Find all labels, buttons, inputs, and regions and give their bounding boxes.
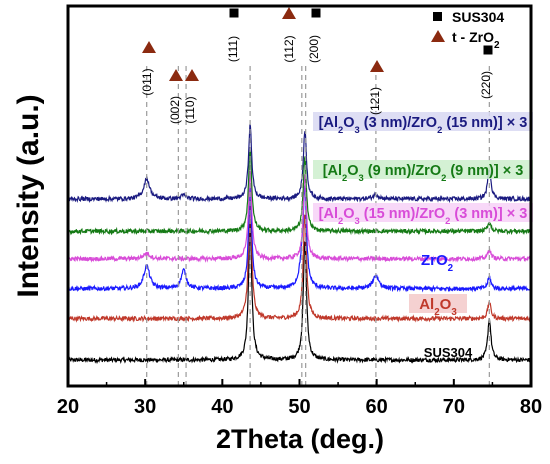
x-tick-label-6: 80 <box>520 396 542 418</box>
series-layer <box>67 123 532 365</box>
peak-label-2: (110) <box>183 96 197 123</box>
legend-marker-tzro2 <box>431 30 445 42</box>
x-tick-label-0: 20 <box>57 396 79 418</box>
series-label-0: SUS304 <box>424 345 473 360</box>
series-line-5 <box>67 123 532 204</box>
peak-label-1: (002) <box>168 96 182 124</box>
peak-label-4: (112) <box>282 35 296 62</box>
peak-marker-triangle-2 <box>185 69 199 81</box>
legend-label-sus304: SUS304 <box>452 9 504 25</box>
series-line-3 <box>67 170 532 263</box>
legend-marker-sus304 <box>433 12 442 21</box>
peak-marker-square-5 <box>311 8 321 18</box>
x-tick-label-1: 30 <box>134 396 156 418</box>
peak-marker-triangle-6 <box>370 60 384 72</box>
series-label-highlight-5 <box>313 112 533 131</box>
x-tick-label-3: 50 <box>288 396 310 418</box>
peak-annotations: (011) (002) (110) (111) (112) (200) (121) (220) <box>140 7 493 124</box>
x-tick-label-5: 70 <box>443 396 465 418</box>
series-label-3: [Al2O3 (15 nm)/ZrO2 (3 nm)] × 3 <box>319 206 528 226</box>
series-label-5: [Al2O3 (3 nm)/ZrO2 (15 nm)] × 3 <box>319 115 528 135</box>
series-line-4 <box>67 149 532 236</box>
series-label-highlight-1 <box>409 294 467 313</box>
peak-label-6: (121) <box>368 87 382 115</box>
x-tick-label-4: 60 <box>366 396 388 418</box>
peak-label-0: (011) <box>140 68 154 95</box>
peak-marker-square-3 <box>229 8 239 18</box>
legend-label-tzro2: t - ZrO2 <box>452 29 500 51</box>
series-line-0 <box>67 222 532 365</box>
x-axis: 20 30 40 50 60 70 80 <box>57 379 542 418</box>
series-label-1: Al2O3 <box>419 296 457 318</box>
peak-marker-square-7 <box>483 45 493 55</box>
series-labels: SUS304 Al2O3 ZrO2 [Al2O3 (15 nm)/ZrO2 (3 nm… <box>313 112 533 360</box>
series-label-4: [Al2O3 (9 nm)/ZrO2 (9 nm)] × 3 <box>323 163 524 183</box>
series-line-2 <box>67 185 532 293</box>
legend: SUS304 t - ZrO2 <box>431 9 504 51</box>
series-label-highlight-4 <box>313 160 533 179</box>
peak-marker-triangle-0 <box>142 41 156 53</box>
series-label-highlight-3 <box>313 203 533 222</box>
peak-label-7: (220) <box>479 71 493 99</box>
series-label-2: ZrO2 <box>421 252 454 274</box>
series-line-1 <box>67 199 532 323</box>
x-tick-label-2: 40 <box>211 396 233 418</box>
peak-label-5: (200) <box>307 35 321 63</box>
peak-marker-triangle-1 <box>169 69 183 81</box>
peak-label-3: (111) <box>226 36 240 62</box>
peak-marker-triangle-4 <box>282 7 296 19</box>
y-axis-title: Intensity (a.u.) <box>12 94 45 297</box>
x-axis-title: 2Theta (deg.) <box>216 424 384 454</box>
